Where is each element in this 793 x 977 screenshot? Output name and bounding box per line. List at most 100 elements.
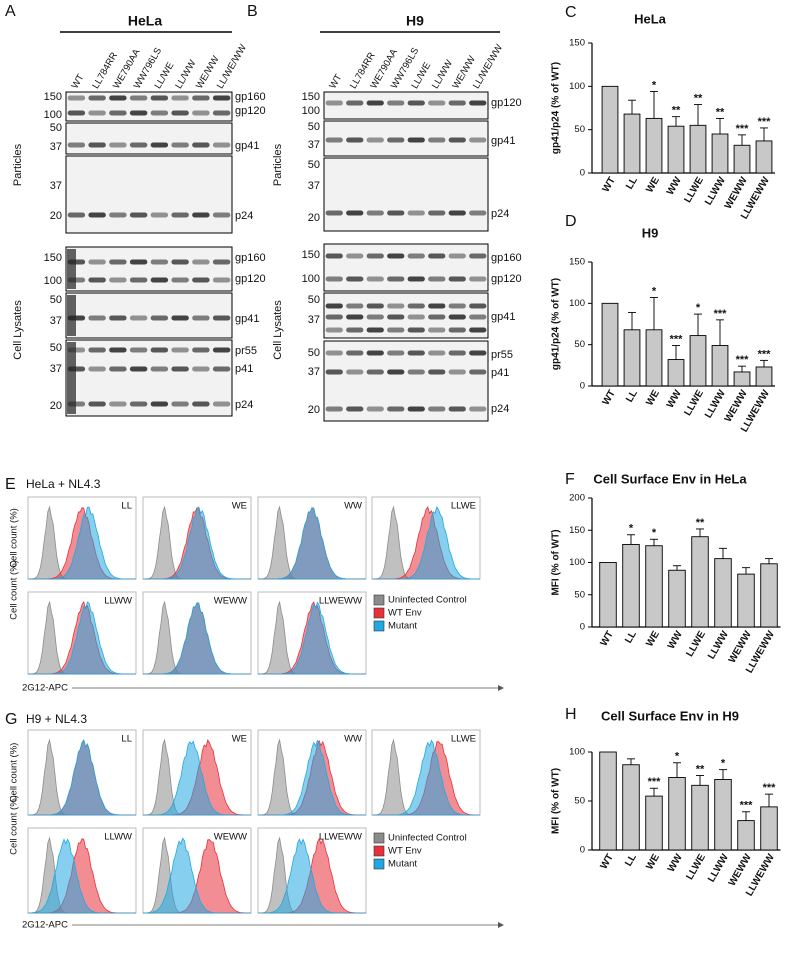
mw-marker: 50 — [308, 159, 320, 171]
blot-band — [109, 212, 127, 218]
blot-band — [366, 100, 384, 106]
significance-label: *** — [736, 354, 750, 366]
blot-band — [212, 347, 231, 353]
band-label: gp160 — [235, 91, 266, 103]
blot-band — [469, 327, 487, 333]
mw-marker: 37 — [308, 180, 320, 192]
mw-marker: 50 — [308, 294, 320, 306]
mw-marker: 37 — [50, 141, 62, 153]
blot-band — [366, 303, 384, 309]
bar — [668, 569, 686, 628]
blot-band — [171, 110, 189, 116]
blot-band — [150, 142, 169, 148]
blot-band — [448, 100, 466, 106]
y-tick-label: 150 — [569, 525, 585, 536]
y-tick-label: 0 — [580, 622, 585, 633]
band-label: gp41 — [235, 313, 259, 325]
mw-marker: 50 — [308, 121, 320, 133]
blot-band — [448, 276, 466, 282]
mw-marker: 150 — [44, 252, 62, 264]
blot-band — [192, 277, 210, 283]
blot-band — [192, 347, 210, 353]
blot-band — [469, 303, 487, 309]
blot-band — [407, 327, 425, 333]
blot-band — [212, 95, 231, 101]
significance-label: *** — [648, 776, 662, 788]
blot — [65, 246, 233, 292]
y-tick-label: 150 — [569, 257, 585, 268]
blot-band — [171, 277, 189, 283]
blot-band — [150, 277, 169, 283]
significance-label: *** — [758, 116, 772, 128]
blot-band — [346, 276, 364, 282]
blot-band — [212, 401, 231, 407]
blot-band — [346, 210, 364, 216]
blot-band — [150, 95, 169, 101]
subpanel-label: WW — [344, 734, 362, 745]
blot-band — [325, 327, 343, 333]
significance-label: *** — [758, 348, 772, 360]
blot-band — [448, 137, 466, 143]
x-tick-label: WE — [644, 629, 662, 649]
blot-band — [325, 369, 343, 375]
bar — [755, 366, 773, 387]
blot-band — [407, 253, 425, 259]
histogram-curve — [142, 837, 251, 914]
significance-label: * — [675, 751, 680, 763]
blot-band — [428, 137, 446, 143]
significance-label: *** — [740, 800, 754, 812]
significance-label: * — [652, 79, 657, 91]
x-tick-label: WT — [601, 175, 618, 194]
mw-marker: 37 — [50, 180, 62, 192]
y-tick-label: 0 — [580, 845, 585, 856]
mw-marker: 37 — [308, 314, 320, 326]
histogram-curve — [28, 739, 136, 816]
chart-title: HeLa — [634, 11, 667, 26]
arrow-head — [498, 922, 504, 928]
blot-band — [428, 350, 446, 356]
legend-label: WT Env — [388, 846, 422, 857]
x-tick-label: WW — [665, 388, 684, 410]
mw-marker: 100 — [302, 273, 320, 285]
significance-label: *** — [714, 308, 728, 320]
x-tick-label: WE — [644, 175, 662, 195]
legend-label: Uninfected Control — [388, 595, 467, 606]
bar — [645, 117, 663, 174]
significance-label: ** — [716, 106, 725, 118]
blot-band — [346, 253, 364, 259]
blot-band — [109, 347, 127, 353]
ladder-smear — [67, 342, 76, 414]
blot-band — [67, 142, 86, 148]
blot-band — [212, 142, 231, 148]
blot-band — [366, 327, 384, 333]
y-tick-label: 200 — [569, 493, 585, 504]
x-tick-label: LLWW — [706, 852, 731, 884]
blot-band — [366, 137, 384, 143]
band-label: gp160 — [235, 252, 266, 264]
blot-band — [109, 277, 127, 283]
significance-label: ** — [672, 105, 681, 117]
blot-band — [129, 401, 148, 407]
bar — [667, 125, 685, 174]
histogram-curve — [372, 739, 480, 816]
blot-band — [150, 259, 169, 265]
blot-band — [366, 276, 384, 282]
blot-band — [192, 366, 210, 372]
mw-marker: 150 — [302, 91, 320, 103]
bar — [691, 536, 709, 628]
bar — [668, 777, 686, 851]
blot-band — [366, 210, 384, 216]
blot-band — [387, 210, 405, 216]
bar — [645, 329, 663, 387]
x-axis-label: 2G12-APC — [22, 683, 68, 694]
bar — [622, 764, 640, 851]
blot-band — [407, 303, 425, 309]
blot-band — [129, 95, 148, 101]
blot — [65, 122, 233, 155]
blot-band — [407, 100, 425, 106]
blot-band — [325, 303, 343, 309]
bar — [711, 133, 729, 174]
mw-marker: 150 — [44, 91, 62, 103]
legend-swatch — [373, 845, 385, 857]
bar — [645, 795, 663, 851]
